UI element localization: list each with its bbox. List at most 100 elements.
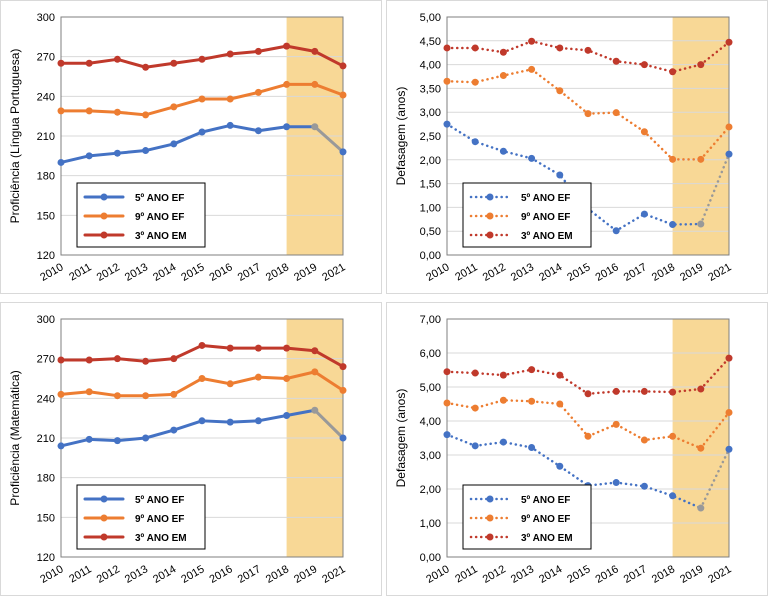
data-point: [528, 154, 536, 162]
y-tick-label: 4,00: [420, 416, 441, 428]
x-tick-label: 2021: [706, 261, 733, 284]
y-tick-label: 0,50: [420, 226, 441, 238]
data-point: [142, 434, 150, 442]
chart-panel-matematica-proficiencia: 120 150 180 210 240 270 300 2010 2011 2012 2013 201…: [0, 302, 382, 596]
data-point: [528, 397, 536, 405]
data-point: [113, 437, 121, 445]
y-tick-label: 210: [37, 433, 55, 445]
y-tick-label: 150: [37, 210, 55, 222]
data-point: [584, 46, 592, 54]
x-tick-label: 2010: [38, 261, 65, 284]
data-point: [725, 354, 733, 362]
series-line-final-segment: [313, 408, 345, 440]
data-point: [283, 80, 291, 88]
y-tick-label: 0,00: [420, 250, 441, 262]
x-tick-label: 2015: [179, 563, 206, 586]
y-axis-label: Defasagem (anos): [394, 87, 408, 186]
data-point: [556, 400, 564, 408]
data-point: [697, 61, 705, 69]
x-tick-label: 2019: [678, 563, 705, 586]
data-point: [226, 344, 234, 352]
data-point: [142, 111, 150, 119]
x-tick-label: 2015: [179, 261, 206, 284]
legend-label: 9º ANO EF: [521, 212, 570, 223]
data-point: [226, 95, 234, 103]
series-line-final-segment: [699, 40, 731, 66]
data-point: [142, 357, 150, 365]
data-point: [499, 147, 507, 155]
data-point: [226, 50, 234, 58]
x-tick-label: 2021: [320, 261, 347, 284]
data-point: [283, 344, 291, 352]
legend-label: 3º ANO EM: [521, 533, 573, 544]
data-point: [612, 420, 620, 428]
data-point: [556, 171, 564, 179]
y-tick-label: 1,00: [420, 202, 441, 214]
x-tick-label: 2012: [481, 563, 508, 586]
series-line: [445, 68, 703, 161]
data-point: [697, 385, 705, 393]
data-point: [669, 432, 677, 440]
data-point: [198, 375, 206, 382]
x-tick-label: 2014: [537, 563, 564, 586]
data-point: [85, 152, 93, 160]
legend-label: 9º ANO EF: [135, 514, 184, 525]
data-point: [528, 37, 536, 45]
legend-label: 5º ANO EF: [521, 495, 570, 506]
data-point: [85, 388, 93, 396]
data-point: [339, 386, 347, 394]
y-tick-label: 0,00: [420, 552, 441, 564]
x-tick-label: 2013: [509, 261, 536, 284]
data-point: [443, 431, 451, 439]
data-point: [443, 399, 451, 407]
data-point: [283, 42, 291, 50]
y-tick-label: 7,00: [420, 314, 441, 326]
data-point: [198, 128, 206, 136]
y-tick-label: 270: [37, 354, 55, 366]
x-tick-label: 2013: [509, 563, 536, 586]
y-tick-label: 180: [37, 171, 55, 183]
data-point: [113, 149, 121, 157]
series-line-final-segment: [313, 125, 345, 154]
data-point: [226, 418, 234, 426]
legend-swatch-marker: [100, 514, 108, 522]
x-tick-label: 2011: [453, 563, 479, 585]
x-tick-label: 2015: [565, 261, 592, 284]
chart-svg: 0,00 1,00 2,00 3,00 4,00 5,00 6,00 7,00 2010 2011…: [394, 314, 734, 586]
legend-label: 5º ANO EF: [135, 193, 184, 204]
data-point: [198, 95, 206, 103]
legend-label: 3º ANO EM: [135, 533, 187, 544]
data-point: [443, 120, 451, 128]
data-point: [254, 47, 262, 55]
x-tick-label: 2010: [424, 563, 451, 586]
x-tick-label: 2010: [424, 261, 451, 284]
data-point: [499, 371, 507, 379]
data-point: [339, 148, 347, 156]
chart-panel-matematica-defasagem: 0,00 1,00 2,00 3,00 4,00 5,00 6,00 7,00 2010 2011…: [386, 302, 768, 596]
data-point: [57, 390, 65, 398]
data-point: [85, 435, 93, 443]
data-point: [612, 479, 620, 487]
plot-frame: [446, 16, 730, 256]
data-point: [697, 504, 705, 512]
x-tick-label: 2016: [207, 261, 234, 284]
data-point: [226, 121, 234, 129]
data-point: [339, 62, 347, 70]
x-tick-label: 2019: [292, 261, 319, 284]
x-tick-label: 2017: [622, 261, 649, 284]
chart-panel-portugues-proficiencia: 120 150 180 210 240 270 300 2010 2011 2012 2013 201…: [0, 0, 382, 294]
data-point: [254, 417, 262, 425]
data-point: [471, 369, 479, 377]
y-tick-label: 300: [37, 314, 55, 326]
x-tick-label: 2018: [264, 261, 291, 284]
x-tick-label: 2012: [95, 261, 122, 284]
data-point: [254, 344, 262, 352]
y-tick-label: 300: [37, 12, 55, 24]
y-tick-label: 5,00: [420, 382, 441, 394]
y-tick-label: 5,00: [420, 12, 441, 24]
series-line-final-segment: [699, 125, 731, 161]
series-line-final-segment: [699, 356, 731, 391]
data-point: [198, 341, 206, 349]
data-point: [57, 107, 65, 115]
